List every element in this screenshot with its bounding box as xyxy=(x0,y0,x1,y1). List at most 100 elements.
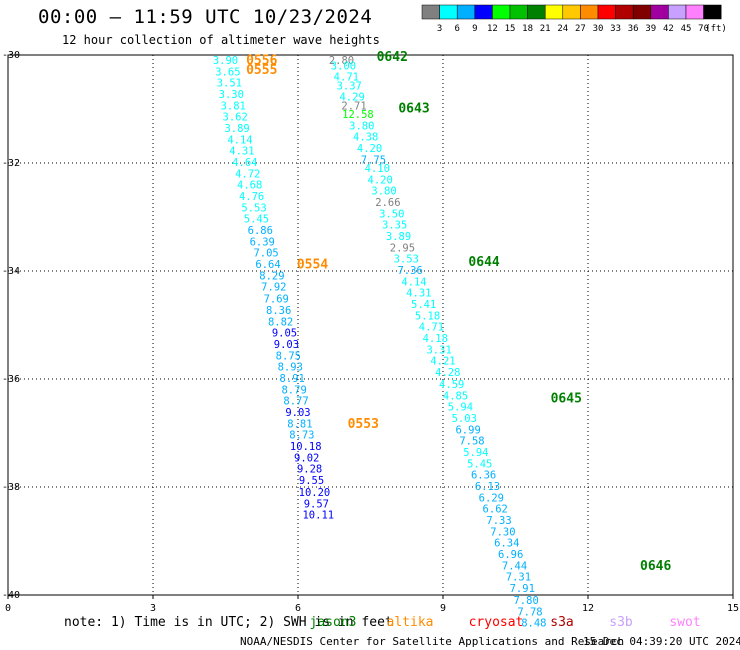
wave-height-value: 7.30 xyxy=(490,526,515,538)
x-tick-label: 3 xyxy=(150,603,156,614)
colorbar-tick-label: 45 xyxy=(681,24,692,34)
grid-lines xyxy=(8,55,733,595)
wave-height-value: 3.90 xyxy=(213,55,238,67)
x-tick-label: 6 xyxy=(295,603,301,614)
colorbar-tick-label: 39 xyxy=(645,24,656,34)
wave-height-value: 3.31 xyxy=(426,344,451,356)
wave-height-value: 4.28 xyxy=(435,367,460,379)
wave-height-value: 6.64 xyxy=(255,259,280,271)
y-tick-label: -34 xyxy=(2,266,20,277)
color-scale-legend: 3 6 9 12 15 18 21 24 27 30 33 36 39 42 45 70(ft) xyxy=(421,4,727,34)
wave-height-value: 8.82 xyxy=(268,316,293,328)
color-swatch xyxy=(492,4,511,20)
satellite-legend: jason3 altika cryosat s3a s3b swot xyxy=(310,615,701,630)
wave-height-value: 7.69 xyxy=(264,294,289,306)
wave-height-value: 3.37 xyxy=(337,80,362,92)
pass-number-label: 0646 xyxy=(640,559,671,574)
color-swatch xyxy=(668,4,687,20)
wave-height-value: 5.41 xyxy=(411,299,436,311)
wave-height-value: 6.86 xyxy=(248,225,273,237)
legend-entry-swot: swot xyxy=(669,615,700,630)
wave-height-value: 6.99 xyxy=(455,424,480,436)
legend-entry-s3a: s3a xyxy=(550,615,573,630)
wave-height-value: 6.29 xyxy=(479,492,504,504)
y-tick-label: -36 xyxy=(2,374,20,385)
colorbar-tick-label: 15 xyxy=(505,24,516,34)
wave-height-value: 8.93 xyxy=(278,362,303,374)
wave-height-value: 4.21 xyxy=(430,356,455,368)
wave-height-value: 6.39 xyxy=(250,236,275,248)
wave-height-value: 9.55 xyxy=(299,475,324,487)
color-swatch xyxy=(527,4,546,20)
y-tick-label: -38 xyxy=(2,482,20,493)
wave-height-value: 7.44 xyxy=(502,560,527,572)
wave-height-value: 3.30 xyxy=(219,89,244,101)
wave-height-value: 7.78 xyxy=(517,606,542,618)
wave-height-value: 4.20 xyxy=(357,143,382,155)
wave-height-value: 7.75 xyxy=(361,154,386,166)
wave-height-value: 4.18 xyxy=(423,333,448,345)
wave-height-value: 4.38 xyxy=(353,132,378,144)
wave-height-value: 9.28 xyxy=(297,464,322,476)
wave-height-value: 3.51 xyxy=(217,78,242,90)
wave-height-value: 4.31 xyxy=(229,146,254,158)
wave-height-value: 7.80 xyxy=(513,595,538,607)
colorbar-tick-label: 3 xyxy=(437,24,442,34)
pass-number-label: 0643 xyxy=(398,102,429,117)
wave-height-value: 4.10 xyxy=(365,163,390,175)
pass-number-label: 0645 xyxy=(551,391,582,406)
wave-height-value: 4.85 xyxy=(443,390,468,402)
colorbar-tick-label: 12 xyxy=(487,24,498,34)
wave-height-value: 4.71 xyxy=(334,72,359,84)
wave-height-value: 9.02 xyxy=(294,452,319,464)
footer: note: 1) Time is in UTC; 2) SWH is in fe… xyxy=(64,615,740,648)
color-swatch xyxy=(632,4,652,20)
wave-height-value: 3.62 xyxy=(223,112,248,124)
page-title: 00:00 – 11:59 UTC 10/23/2024 xyxy=(38,6,373,28)
legend-entry-jason3: jason3 xyxy=(310,615,357,630)
colorbar-tick-label: 70 xyxy=(698,24,709,34)
wave-height-value: 8.36 xyxy=(266,305,291,317)
wave-height-value: 9.03 xyxy=(274,339,299,351)
wave-height-value: 10.20 xyxy=(299,487,331,499)
x-tick-label: 12 xyxy=(582,603,594,614)
colorbar-tick-label: 36 xyxy=(628,24,639,34)
footer-credit: NOAA/NESDIS Center for Satellite Applica… xyxy=(240,635,624,648)
wave-height-value: 9.57 xyxy=(304,498,329,510)
color-swatch xyxy=(544,4,564,20)
color-swatch xyxy=(474,4,493,20)
wave-height-value: 8.91 xyxy=(280,373,305,385)
wave-height-value: 4.29 xyxy=(339,92,364,104)
wave-height-value: 5.45 xyxy=(467,458,492,470)
wave-height-value: 3.81 xyxy=(221,100,246,112)
wave-height-value: 4.59 xyxy=(439,379,464,391)
legend-entry-s3b: s3b xyxy=(609,615,633,630)
wave-height-value: 3.80 xyxy=(349,120,374,132)
y-tick-label: -30 xyxy=(2,50,20,61)
wave-height-value: 8.81 xyxy=(287,418,312,430)
wave-height-value: 2.66 xyxy=(375,197,400,209)
wave-height-value: 6.13 xyxy=(475,481,500,493)
color-swatch xyxy=(421,4,440,20)
color-swatch xyxy=(650,4,669,20)
pass-number-label: 0642 xyxy=(377,50,408,65)
wave-height-value: 5.03 xyxy=(452,413,477,425)
colorbar-tick-label: 30 xyxy=(593,24,604,34)
wave-height-value: 8.48 xyxy=(521,618,546,630)
x-tick-label: 15 xyxy=(727,603,739,614)
wave-height-value: 10.18 xyxy=(290,441,322,453)
colorbar-tick-label: 18 xyxy=(522,24,533,34)
x-tick-label: 9 xyxy=(440,603,446,614)
wave-height-value: 5.53 xyxy=(241,202,266,214)
wave-height-value: 7.91 xyxy=(510,583,535,595)
wave-height-value: 3.89 xyxy=(224,123,249,135)
y-tick-label: -32 xyxy=(2,158,20,169)
wave-height-value: 6.62 xyxy=(483,504,508,516)
wave-height-value: 8.75 xyxy=(276,350,301,362)
wave-height-value: 5.45 xyxy=(244,214,269,226)
wave-height-value: 9.03 xyxy=(285,407,310,419)
wave-height-value: 6.36 xyxy=(471,470,496,482)
wave-height-value: 5.18 xyxy=(415,310,440,322)
legend-entry-cryosat: cryosat xyxy=(469,615,524,630)
wave-height-value: 5.94 xyxy=(463,447,488,459)
